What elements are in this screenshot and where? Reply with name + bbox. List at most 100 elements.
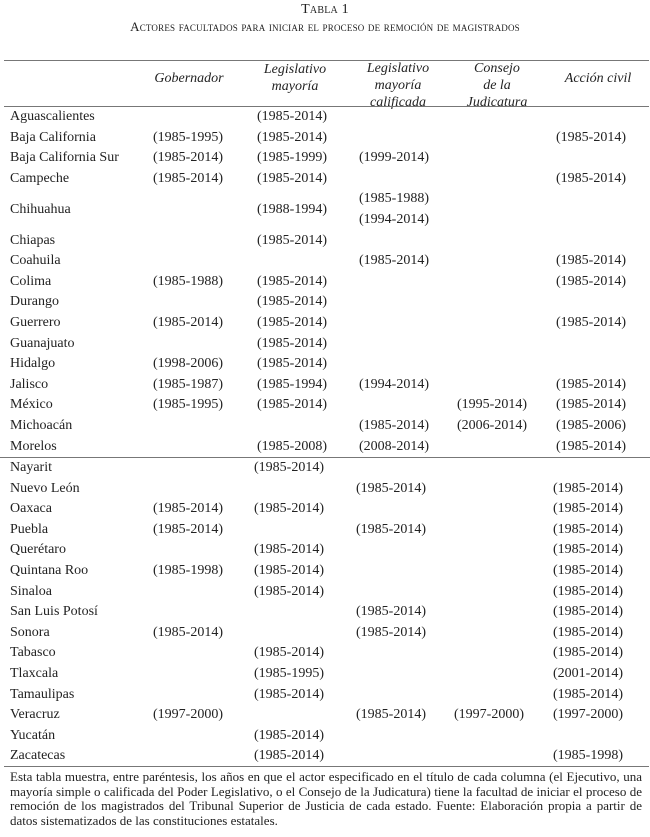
table-row: Jalisco (1985-1987) (1985-1994) (1994-2014)…	[0, 375, 650, 396]
period-cell: (1985-1987)	[153, 376, 223, 392]
table-row: Veracruz (1997-2000) (1985-2014) (1997-2000…	[0, 705, 650, 726]
table-row: Morelos (1985-2008) (2008-2014) (1985-2014)	[0, 437, 650, 459]
period-cell: (1985-2014)	[254, 686, 324, 702]
period-cell: (1985-2014)	[257, 232, 327, 248]
state-name: Querétaro	[10, 542, 66, 558]
state-name: México	[10, 397, 53, 413]
state-name: Nuevo León	[10, 480, 80, 496]
period-cell: (1985-2014)	[257, 314, 327, 330]
period-cell: (1985-2014)	[556, 376, 626, 392]
table-row: Guerrero (1985-2014) (1985-2014) (1985-2014…	[0, 313, 650, 334]
period-cell: (2006-2014)	[457, 417, 527, 433]
period-cell: (1985-2014)	[257, 273, 327, 289]
period-cell: (1994-2014)	[359, 376, 429, 392]
period-cell: (1988-1994)	[257, 202, 327, 218]
state-name: Yucatán	[10, 727, 56, 743]
period-cell: (1985-2014)	[553, 583, 623, 599]
state-name: Baja California Sur	[10, 150, 119, 166]
state-name: Veracruz	[10, 707, 60, 723]
state-name: Sinaloa	[10, 583, 52, 599]
period-cell: (1985-2014)	[356, 624, 426, 640]
period-cell: (1985-2014)	[257, 356, 327, 372]
period-cell: (1985-2014)	[553, 542, 623, 558]
table-row: México (1985-1995) (1985-2014) (1995-2014) (…	[0, 395, 650, 416]
period-value: (1985-1988)	[359, 191, 429, 207]
table-row: Aguascalientes (1985-2014)	[0, 107, 650, 128]
state-name: Tamaulipas	[10, 686, 75, 702]
period-cell: (1985-2014)	[257, 335, 327, 351]
period-cell: (1985-2014)	[553, 501, 623, 517]
period-cell: (2008-2014)	[359, 438, 429, 454]
table-row: Tamaulipas (1985-2014) (1985-2014)	[0, 685, 650, 706]
header-line: mayoría	[374, 78, 422, 93]
state-name: Aguascalientes	[10, 109, 95, 124]
period-cell: (1985-2014)	[553, 686, 623, 702]
header-accion-civil: Acción civil	[543, 70, 650, 87]
header-line: Gobernador	[154, 71, 224, 86]
table-row: Guanajuato (1985-2014)	[0, 334, 650, 355]
state-name: Colima	[10, 273, 52, 289]
header-line: Acción civil	[564, 71, 632, 86]
table-row: Oaxaca (1985-2014) (1985-2014) (1985-2014)	[0, 499, 650, 520]
table-row: Colima (1985-1988) (1985-2014) (1985-2014)	[0, 272, 650, 293]
state-name: Hidalgo	[10, 356, 56, 372]
period-cell: (1985-2014)	[257, 109, 327, 124]
state-name: Quintana Roo	[10, 563, 89, 579]
period-cell: (1985-2014)	[153, 501, 223, 517]
period-value: (1994-2014)	[359, 211, 429, 227]
period-cell: (1997-2000)	[454, 707, 524, 723]
period-cell: (1985-2014)	[254, 460, 324, 476]
state-name: Durango	[10, 294, 59, 310]
state-name: Chiapas	[10, 232, 56, 248]
state-name: Puebla	[10, 521, 49, 537]
period-cell: (1985-2014)	[553, 563, 623, 579]
period-cell: (2001-2014)	[553, 666, 623, 682]
table-row: Baja California (1985-1995) (1985-2014) (19…	[0, 128, 650, 149]
period-cell: (1985-1988) (1994-2014)	[359, 189, 429, 230]
period-cell: (1985-2014)	[257, 294, 327, 310]
period-cell: (1985-1999)	[257, 150, 327, 166]
period-cell: (1985-2014)	[254, 727, 324, 743]
period-cell: (1985-2006)	[556, 417, 626, 433]
header-line: Legislativo	[366, 61, 430, 76]
table-row: Puebla (1985-2014) (1985-2014) (1985-2014)	[0, 520, 650, 541]
period-cell: (1985-2014)	[553, 645, 623, 661]
header-line: mayoría	[271, 79, 319, 94]
table-row: Tlaxcala (1985-1995) (2001-2014)	[0, 664, 650, 685]
top-rule	[4, 60, 649, 61]
period-cell: (1985-1998)	[153, 563, 223, 579]
period-cell: (1985-2014)	[356, 604, 426, 620]
period-cell: (1997-2000)	[153, 707, 223, 723]
table-body: Aguascalientes (1985-2014) Baja California…	[0, 107, 650, 767]
state-name: Guerrero	[10, 314, 61, 330]
period-cell: (1985-2014)	[356, 521, 426, 537]
period-cell: (1985-2014)	[556, 438, 626, 454]
table-row: Coahuila (1985-2014) (1985-2014)	[0, 251, 650, 272]
state-name: Guanajuato	[10, 335, 75, 351]
state-name: Chihuahua	[10, 202, 71, 218]
state-name: Tabasco	[10, 645, 56, 661]
header-consejo-judicatura: Consejo de la Judicatura	[442, 60, 552, 111]
period-cell: (1985-2014)	[257, 397, 327, 413]
period-cell: (1985-2014)	[254, 748, 324, 764]
table-row: Chihuahua (1988-1994) (1985-1988) (1994-201…	[0, 189, 650, 230]
state-name: Michoacán	[10, 417, 73, 433]
period-cell: (1985-2014)	[356, 707, 426, 723]
period-cell: (1985-2014)	[356, 480, 426, 496]
period-cell: (1985-2014)	[254, 583, 324, 599]
period-cell: (1999-2014)	[359, 150, 429, 166]
period-cell: (1985-2014)	[359, 253, 429, 269]
period-cell: (1998-2006)	[153, 356, 223, 372]
table-row: Nuevo León (1985-2014) (1985-2014)	[0, 479, 650, 500]
period-cell: (1985-2014)	[257, 129, 327, 145]
header-rule	[4, 106, 649, 107]
state-name: Tlaxcala	[10, 666, 59, 682]
period-cell: (1985-2014)	[153, 170, 223, 186]
period-cell: (1985-1998)	[553, 748, 623, 764]
state-name: Morelos	[10, 438, 57, 454]
state-name: Baja California	[10, 129, 96, 145]
table-title: Actores facultados para iniciar el proce…	[130, 19, 520, 34]
period-cell: (1985-2014)	[556, 129, 626, 145]
table-note: Esta tabla muestra, entre paréntesis, lo…	[10, 769, 642, 828]
period-cell: (1985-1994)	[257, 376, 327, 392]
